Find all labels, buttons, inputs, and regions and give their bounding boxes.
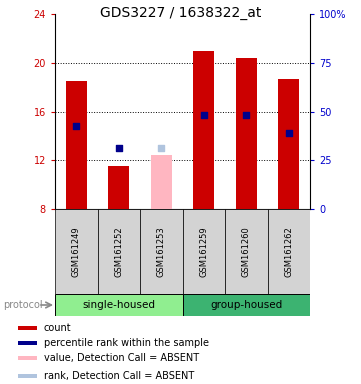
Point: [201, 112, 206, 118]
Bar: [225, 209, 268, 294]
Point: [116, 145, 122, 151]
Bar: [55, 209, 97, 294]
Bar: [268, 209, 310, 294]
Bar: [278, 79, 299, 209]
Bar: [108, 166, 129, 209]
Text: GSM161249: GSM161249: [72, 226, 81, 277]
Bar: [66, 81, 87, 209]
Text: GSM161262: GSM161262: [284, 226, 293, 277]
Text: protocol: protocol: [4, 300, 43, 310]
Point: [158, 145, 164, 151]
Bar: [140, 209, 183, 294]
Text: single-housed: single-housed: [82, 300, 155, 310]
Text: group-housed: group-housed: [210, 300, 282, 310]
Point: [73, 123, 79, 129]
Text: GSM161252: GSM161252: [114, 226, 123, 277]
Text: percentile rank within the sample: percentile rank within the sample: [44, 338, 209, 348]
Text: GSM161260: GSM161260: [242, 226, 251, 277]
Bar: [18, 341, 37, 345]
Text: GDS3227 / 1638322_at: GDS3227 / 1638322_at: [100, 6, 261, 20]
Bar: [18, 374, 37, 378]
Text: rank, Detection Call = ABSENT: rank, Detection Call = ABSENT: [44, 371, 194, 381]
Text: count: count: [44, 323, 71, 333]
Bar: [183, 294, 310, 316]
Bar: [236, 58, 257, 209]
Bar: [18, 326, 37, 330]
Bar: [97, 209, 140, 294]
Bar: [18, 356, 37, 360]
Bar: [183, 209, 225, 294]
Bar: [193, 51, 214, 209]
Text: GSM161259: GSM161259: [199, 226, 208, 277]
Bar: [55, 294, 183, 316]
Bar: [151, 156, 172, 209]
Text: GSM161253: GSM161253: [157, 226, 166, 277]
Text: value, Detection Call = ABSENT: value, Detection Call = ABSENT: [44, 353, 199, 363]
Point: [286, 130, 292, 136]
Point: [243, 112, 249, 118]
